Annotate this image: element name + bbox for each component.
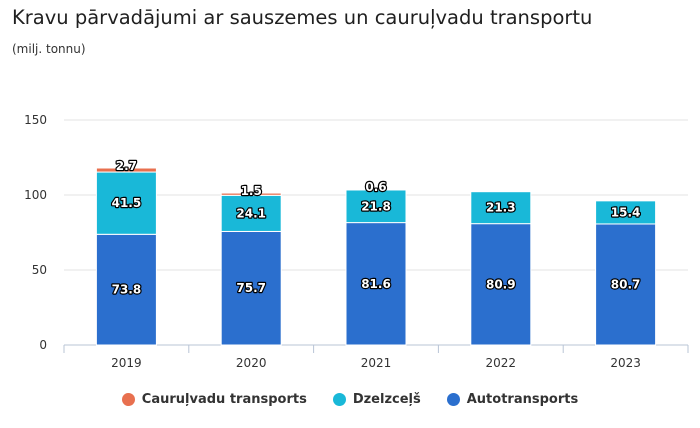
data-label: 80.7 (611, 277, 641, 291)
legend-marker-pipeline (121, 393, 135, 406)
bar-segment (470, 223, 532, 346)
bar-segment (95, 171, 157, 235)
x-tick-label: 2019 (111, 356, 142, 370)
x-tick-label: 2023 (610, 356, 641, 370)
y-tick-label: 150 (24, 113, 47, 127)
x-tick-label: 2022 (486, 356, 517, 370)
legend-marker-railway (332, 393, 346, 406)
bar-segment (595, 200, 657, 225)
legend-item-road[interactable]: Autotransports (446, 392, 579, 407)
data-label: 80.9 (486, 277, 516, 291)
bar-segment (95, 233, 157, 346)
data-label: 1.5 (241, 184, 262, 198)
legend-label-pipeline: Cauruļvadu transports (141, 392, 307, 407)
bar-segment (95, 167, 157, 173)
x-tick-label: 2020 (236, 356, 267, 370)
legend-marker-road (446, 393, 460, 406)
bar-segment (220, 230, 282, 346)
data-label: 81.6 (361, 277, 391, 291)
data-label: 41.5 (112, 196, 142, 210)
bar-segment (220, 194, 282, 232)
bar-segment (220, 192, 282, 196)
data-label: 15.4 (611, 205, 641, 219)
chart-subtitle: (milj. tonnu) (12, 42, 86, 56)
legend-item-railway[interactable]: Dzelzceļš (332, 392, 421, 407)
bar-segment (345, 189, 407, 224)
data-label: 73.8 (112, 283, 142, 297)
data-label: 0.6 (365, 180, 386, 194)
legend-label-road: Autotransports (466, 392, 579, 407)
bar-segment (345, 188, 407, 191)
data-label: 24.1 (236, 206, 266, 220)
legend-item-pipeline[interactable]: Cauruļvadu transports (121, 392, 307, 407)
chart-title: Kravu pārvadājumi ar sauszemes un cauruļ… (12, 6, 593, 29)
y-tick-label: 0 (39, 338, 47, 352)
data-label: 21.8 (361, 199, 391, 213)
x-tick-label: 2021 (361, 356, 392, 370)
legend-label-railway: Dzelzceļš (352, 392, 421, 407)
y-tick-label: 50 (32, 263, 47, 277)
data-label: 75.7 (236, 281, 266, 295)
data-label: 21.3 (486, 201, 516, 215)
bar-segment (595, 223, 657, 346)
data-label: 2.7 (116, 159, 137, 173)
chart-legend: Cauruļvadu transports Dzelzceļš Autotran… (0, 392, 700, 407)
bar-segment (470, 191, 532, 225)
y-tick-label: 100 (24, 188, 47, 202)
